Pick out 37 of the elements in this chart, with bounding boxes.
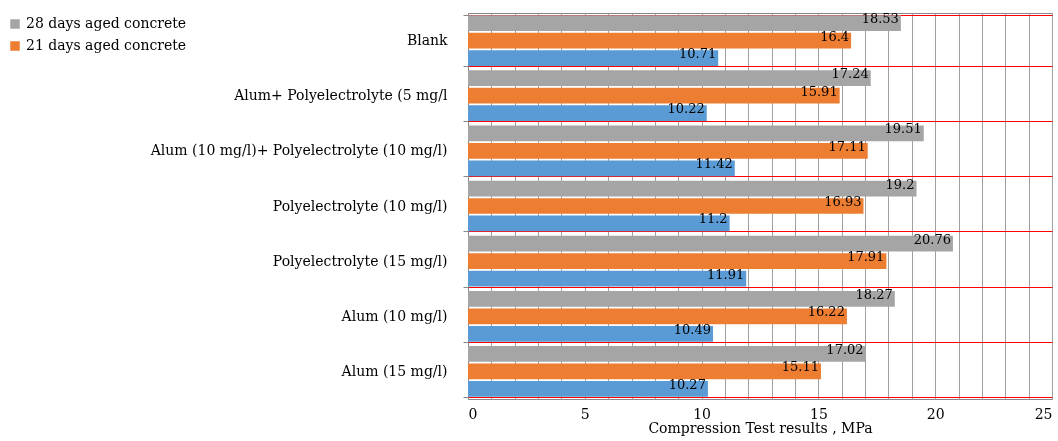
data-label: 11.2 — [698, 211, 728, 227]
data-label: 18.53 — [861, 11, 899, 27]
data-label: 19.51 — [884, 121, 922, 137]
x-tick-label: 20 — [926, 405, 945, 422]
data-label: 20.76 — [913, 231, 951, 247]
x-tick-label: 5 — [580, 405, 590, 422]
data-label: 16.4 — [820, 28, 850, 44]
x-tick-label: 0 — [468, 405, 478, 422]
data-label: 15.91 — [800, 83, 838, 99]
data-label: 19.2 — [885, 176, 915, 192]
data-label: 10.49 — [673, 321, 712, 337]
x-axis-title: Compression Test results , MPa — [648, 419, 873, 436]
data-label: 10.71 — [678, 46, 717, 62]
x-tick-label: 25 — [1034, 405, 1053, 422]
data-label: 16.93 — [824, 194, 862, 209]
x-tick-label: 15 — [809, 405, 828, 422]
data-label: 17.91 — [847, 249, 885, 265]
data-label: 11.42 — [695, 156, 733, 172]
legend-label: 21 days aged concrete — [26, 37, 187, 53]
data-label: 11.91 — [707, 266, 745, 282]
data-label: 17.02 — [826, 341, 864, 357]
y-tick-label: Polyelectrolyte (15 mg/l) — [272, 252, 448, 269]
legend-label: 28 days aged concrete — [26, 15, 187, 31]
data-label: 17.24 — [831, 66, 869, 82]
data-label: 15.11 — [781, 359, 819, 375]
x-tick-label: 10 — [693, 405, 712, 422]
y-tick-label: Blank — [406, 32, 448, 49]
y-tick-label: Alum (10 mg/l) — [340, 307, 448, 324]
y-tick-label: Alum (15 mg/l) — [340, 362, 448, 379]
y-tick-label: Alum (10 mg/l)+ Polyelectrolyte (10 mg/l) — [149, 142, 448, 159]
y-tick-label: Polyelectrolyte (10 mg/l) — [272, 197, 448, 214]
data-label: 16.22 — [807, 304, 845, 320]
data-label: 10.27 — [668, 376, 706, 392]
data-label: 18.27 — [855, 286, 893, 302]
y-tick-label: Alum+ Polyelectrolyte (5 mg/l — [233, 87, 449, 104]
data-label: 10.22 — [667, 101, 705, 117]
data-label: 17.11 — [828, 138, 866, 154]
